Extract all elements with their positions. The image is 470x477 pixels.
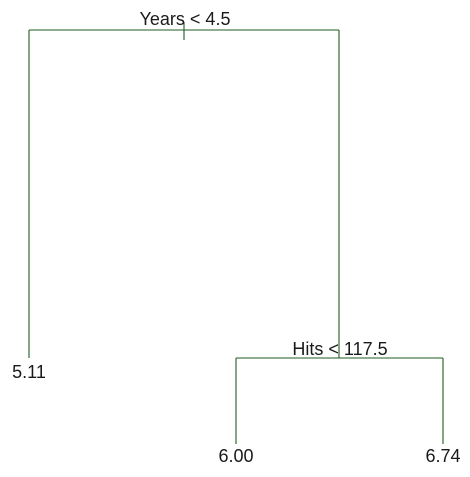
inner-split-label: Hits < 117.5	[292, 339, 387, 359]
leaf-left-value: 5.11	[12, 362, 46, 382]
leaf-right-value: 6.74	[425, 446, 460, 466]
root-split-label: Years < 4.5	[140, 9, 231, 29]
leaf-middle-value: 6.00	[218, 446, 253, 466]
